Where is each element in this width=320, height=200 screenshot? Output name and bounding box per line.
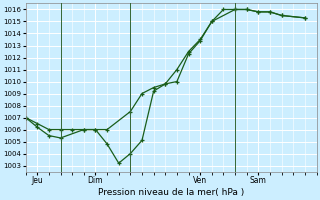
X-axis label: Pression niveau de la mer( hPa ): Pression niveau de la mer( hPa ) xyxy=(98,188,244,197)
